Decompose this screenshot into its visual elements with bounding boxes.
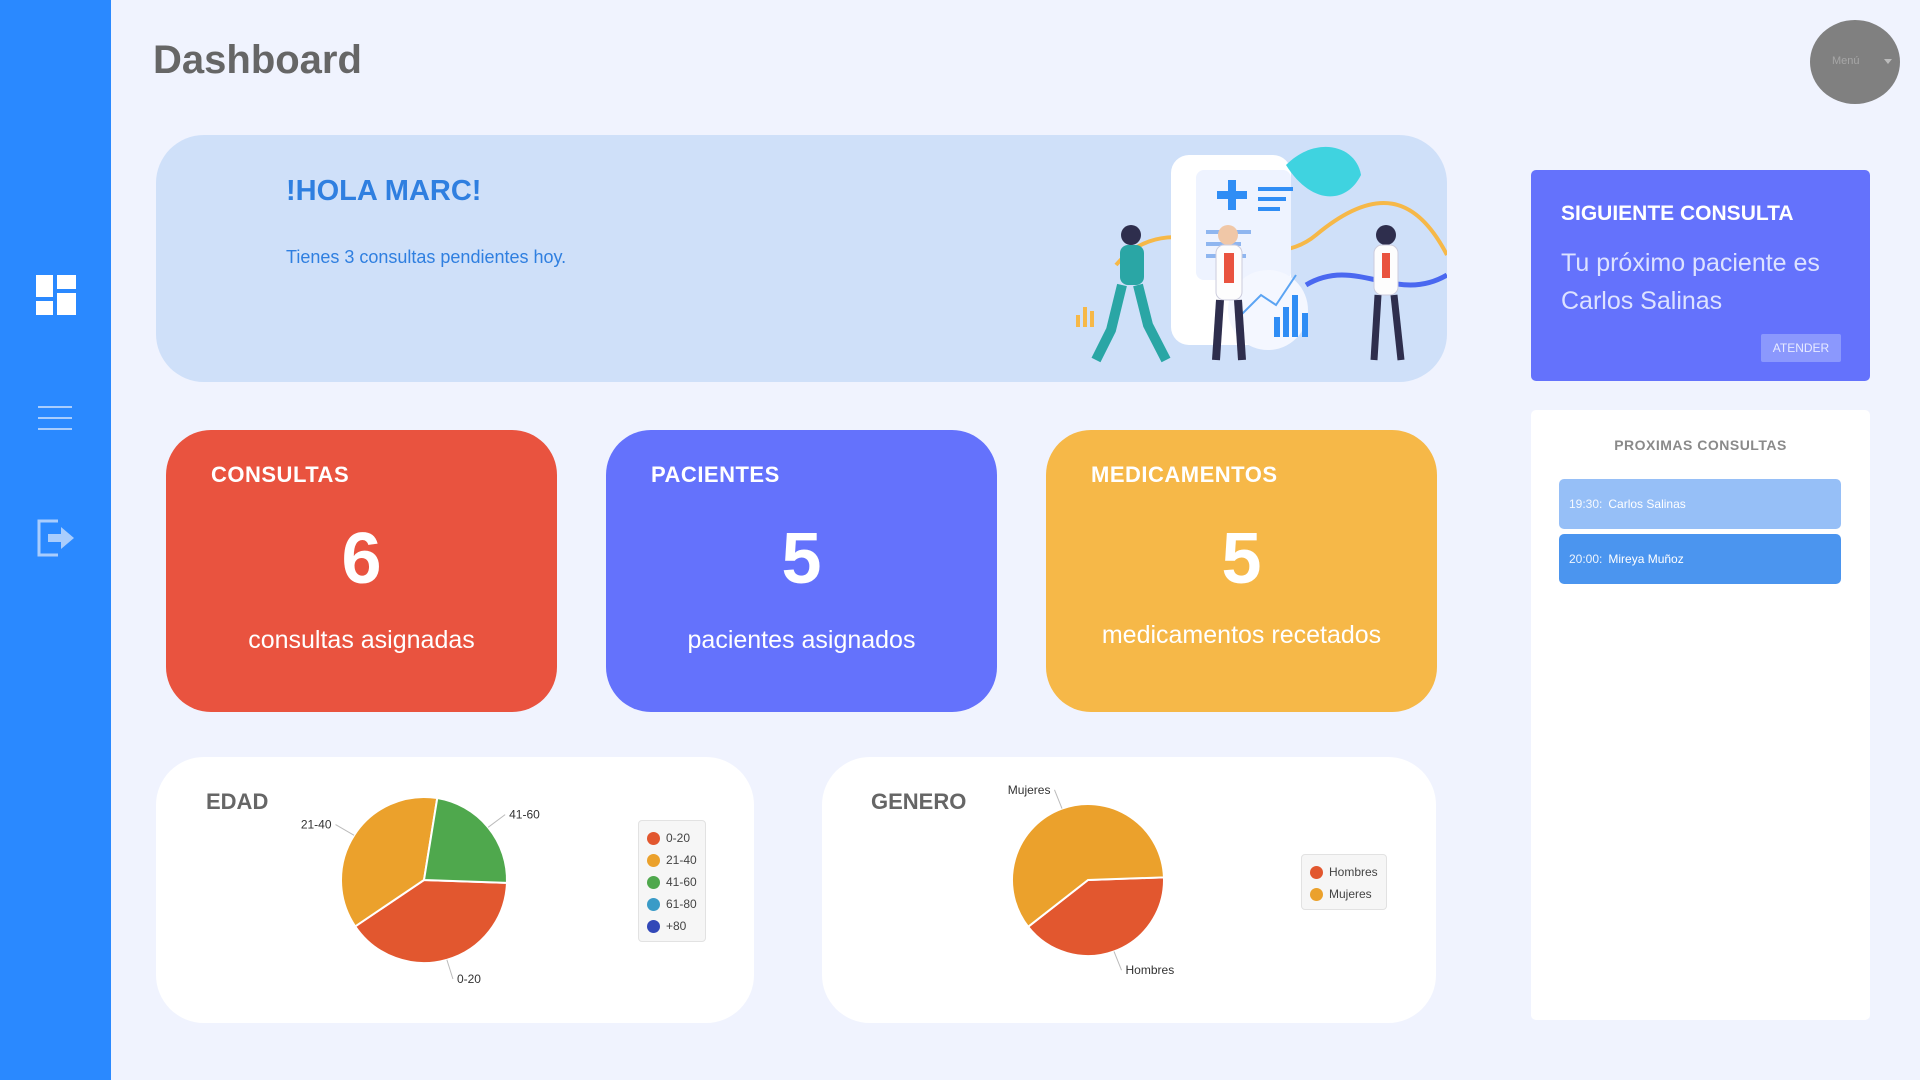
legend-item[interactable]: Hombres (1310, 861, 1378, 883)
upcoming-time: 19:30: (1569, 497, 1603, 511)
legend-swatch (647, 919, 660, 933)
stat-card-pacientes[interactable]: PACIENTES 5 pacientes asignados (606, 430, 997, 712)
stat-value: 5 (1221, 519, 1262, 599)
legend-swatch (1310, 865, 1323, 879)
chart-title: EDAD (206, 789, 269, 814)
legend-item[interactable]: Mujeres (1310, 883, 1378, 905)
pie-label-leader (1113, 951, 1122, 971)
pie-label-leader (335, 824, 355, 836)
legend-swatch (647, 897, 660, 911)
age-chart-card: EDAD 0-20 21-40 41-60 0-20 21-40 41-60 61-80 +… (156, 757, 754, 1023)
pie-slice-21-40[interactable] (340, 796, 439, 928)
stat-card-medicamentos[interactable]: MEDICAMENTOS 5 medicamentos recetados (1046, 430, 1437, 712)
stat-description: medicamentos recetados (1101, 621, 1382, 649)
legend-item[interactable]: +80 (647, 915, 697, 937)
legend-label: Mujeres (1329, 887, 1372, 901)
legend-swatch (647, 875, 660, 889)
stat-title: CONSULTAS (211, 462, 350, 487)
sidebar (0, 0, 111, 1080)
chart-title: GENERO (871, 789, 967, 814)
gender-chart-card: GENERO Hombres Mujeres Hombres Mujeres (822, 757, 1436, 1023)
upcoming-patient-name: Carlos Salinas (1608, 497, 1686, 511)
medical-team-illustration (1076, 146, 1447, 363)
pie-slice-label: 21-40 (301, 818, 332, 832)
logout-icon[interactable] (36, 518, 76, 558)
legend-label: 21-40 (666, 853, 697, 867)
menu-dropdown-button[interactable]: Menú (1810, 20, 1900, 104)
welcome-subtitle: Tienes 3 consultas pendientes hoy. (286, 247, 567, 267)
menu-label: Menú (1832, 55, 1860, 67)
stat-description: pacientes asignados (687, 626, 916, 654)
upcoming-title: PROXIMAS CONSULTAS (1614, 437, 1787, 453)
pie-label-leader (446, 959, 454, 980)
gender-chart-legend: Hombres Mujeres (1301, 854, 1387, 910)
stat-title: PACIENTES (651, 462, 780, 487)
pie-slice-Hombres[interactable] (1026, 876, 1165, 957)
page-title: Dashboard (153, 38, 362, 82)
legend-label: 61-80 (666, 897, 697, 911)
legend-swatch (1310, 887, 1323, 901)
pie-slice-41-60[interactable] (422, 796, 508, 884)
stat-value: 6 (341, 519, 382, 599)
legend-label: 41-60 (666, 875, 697, 889)
next-consult-title: SIGUIENTE CONSULTA (1561, 202, 1794, 225)
pie-slice-label: Mujeres (1008, 783, 1051, 797)
upcoming-item[interactable]: 19:30: Carlos Salinas (1559, 479, 1841, 529)
pie-slice-Mujeres[interactable] (1011, 803, 1165, 929)
stat-description: consultas asignadas (248, 626, 475, 654)
next-consult-card: SIGUIENTE CONSULTA Tu próximo paciente e… (1531, 170, 1870, 381)
upcoming-patient-name: Mireya Muñoz (1608, 552, 1684, 566)
age-pie-chart: 0-20 21-40 41-60 (301, 796, 540, 986)
attend-button[interactable]: ATENDER (1761, 334, 1841, 362)
next-consult-text: Tu próximo paciente es Carlos Salinas (1561, 249, 1820, 315)
legend-label: +80 (666, 919, 687, 933)
legend-item[interactable]: 0-20 (647, 827, 697, 849)
legend-item[interactable]: 41-60 (647, 871, 697, 893)
pie-label-leader (487, 814, 506, 828)
pie-slice-label: 0-20 (457, 972, 481, 986)
pie-slice-0-20[interactable] (353, 878, 508, 964)
pie-slice-label: Hombres (1126, 963, 1175, 977)
legend-swatch (647, 831, 660, 845)
caret-down-icon (1884, 59, 1892, 64)
age-chart-legend: 0-20 21-40 41-60 61-80 +80 (638, 820, 706, 942)
upcoming-consults-panel: PROXIMAS CONSULTAS 19:30: Carlos Salinas… (1531, 410, 1870, 1020)
dashboard-grid-icon[interactable] (36, 275, 76, 315)
legend-swatch (647, 853, 660, 867)
legend-item[interactable]: 61-80 (647, 893, 697, 915)
pie-slice-label: 41-60 (509, 808, 540, 822)
stat-value: 5 (781, 519, 822, 599)
welcome-greeting: !HOLA MARC! (286, 175, 482, 207)
stat-card-consultas[interactable]: CONSULTAS 6 consultas asignadas (166, 430, 557, 712)
upcoming-time: 20:00: (1569, 552, 1603, 566)
gender-pie-chart: Hombres Mujeres (1008, 783, 1175, 977)
legend-item[interactable]: 21-40 (647, 849, 697, 871)
upcoming-item[interactable]: 20:00: Mireya Muñoz (1559, 534, 1841, 584)
hamburger-menu-icon[interactable] (36, 400, 76, 440)
pie-label-leader (1054, 789, 1063, 809)
legend-label: 0-20 (666, 831, 691, 845)
welcome-banner: !HOLA MARC! Tienes 3 consultas pendiente… (156, 135, 1447, 382)
stat-title: MEDICAMENTOS (1091, 462, 1278, 487)
legend-label: Hombres (1329, 865, 1378, 879)
